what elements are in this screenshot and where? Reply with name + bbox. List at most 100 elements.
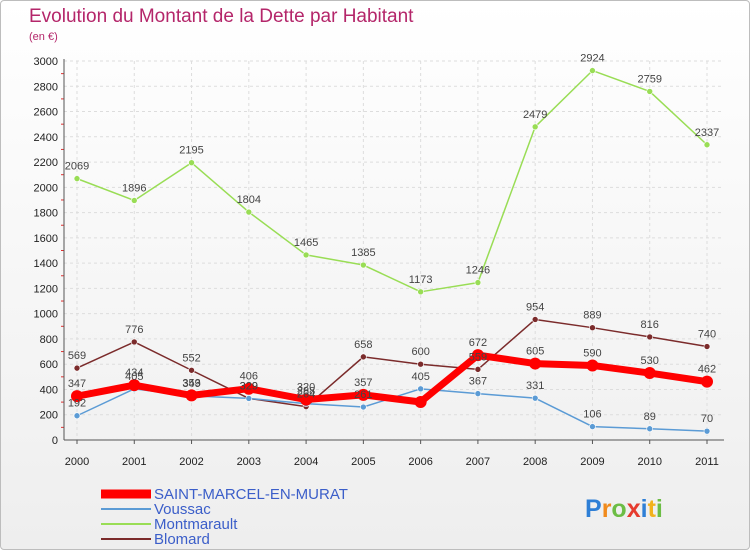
- data-point-montmarault: [417, 288, 424, 296]
- data-point-montmarault: [474, 279, 482, 286]
- data-label-blomard: 954: [526, 301, 544, 313]
- data-point-blomard: [417, 360, 424, 368]
- data-label-voussac: 70: [701, 413, 713, 425]
- y-tick-label: 2600: [34, 107, 58, 119]
- x-tick-label: 2005: [351, 456, 375, 468]
- y-tick-label: 2200: [34, 157, 58, 169]
- data-label-blomard: 816: [641, 319, 659, 331]
- x-tick-label: 2010: [637, 456, 661, 468]
- data-point-voussac: [245, 395, 253, 402]
- x-tick-label: 2009: [580, 456, 604, 468]
- data-point-saint-marcel-en-murat: [185, 389, 198, 402]
- data-point-voussac: [646, 425, 654, 433]
- data-label-saint-marcel-en-murat: 434: [125, 367, 143, 379]
- data-label-montmarault: 1896: [122, 182, 146, 194]
- data-point-saint-marcel-en-murat: [128, 379, 141, 392]
- series-line-blomard: [76, 318, 708, 408]
- data-point-saint-marcel-en-murat: [529, 357, 542, 370]
- data-point-saint-marcel-en-murat: [300, 393, 313, 406]
- legend-label-voussac: Voussac: [154, 501, 211, 518]
- y-tick-label: 1000: [34, 309, 58, 321]
- data-label-saint-marcel-en-murat: 462: [698, 364, 716, 376]
- x-tick-label: 2008: [523, 456, 547, 468]
- data-label-voussac: 405: [411, 371, 429, 383]
- legend-label-montmarault: Montmarault: [154, 516, 238, 533]
- data-point-voussac: [360, 403, 367, 411]
- data-label-voussac: 367: [469, 376, 487, 388]
- series-line-montmarault: [76, 69, 708, 293]
- data-point-montmarault: [188, 159, 195, 166]
- data-labels: 347 434 353 406 320 357 672 605 590 530 462 192 405 3…: [65, 53, 719, 426]
- data-point-voussac: [73, 412, 81, 420]
- data-point-saint-marcel-en-murat: [71, 390, 83, 403]
- data-label-montmarault: 2195: [179, 145, 203, 157]
- y-tick-label: 2400: [34, 132, 58, 144]
- data-label-saint-marcel-en-murat: 406: [240, 371, 258, 383]
- y-tick-label: 2000: [34, 182, 58, 194]
- logo-text: Proxiti: [585, 495, 663, 523]
- data-label-montmarault: 1804: [237, 194, 261, 206]
- data-label-montmarault: 2069: [65, 161, 89, 173]
- data-label-saint-marcel-en-murat: 590: [583, 347, 601, 359]
- x-tick-label: 2003: [237, 456, 261, 468]
- x-tick-label: 2006: [408, 456, 432, 468]
- data-label-blomard: 569: [68, 350, 86, 362]
- data-point-montmarault: [646, 88, 654, 95]
- data-point-montmarault: [703, 141, 711, 149]
- data-label-montmarault: 2337: [695, 127, 719, 139]
- data-point-saint-marcel-en-murat: [357, 388, 370, 401]
- data-label-blomard: 264: [297, 389, 315, 401]
- y-tick-label: 600: [40, 359, 58, 371]
- data-label-blomard: 658: [354, 339, 372, 351]
- data-label-montmarault: 1173: [409, 274, 433, 286]
- data-point-montmarault: [302, 251, 310, 259]
- data-point-saint-marcel-en-murat: [586, 359, 599, 372]
- grid: [64, 60, 724, 441]
- data-label-saint-marcel-en-murat: 605: [526, 346, 544, 358]
- y-tick-label: 1800: [34, 208, 58, 220]
- data-point-voussac: [474, 390, 482, 397]
- data-point-blomard: [531, 316, 539, 323]
- data-point-montmarault: [73, 175, 81, 182]
- data-label-voussac: 192: [68, 398, 86, 410]
- data-label-saint-marcel-en-murat: 320: [297, 382, 315, 394]
- data-point-blomard: [73, 364, 81, 372]
- data-label-voussac: 106: [583, 409, 601, 421]
- x-tick-label: 2011: [695, 456, 719, 468]
- legend-label-saint-marcel-en-murat: SAINT-MARCEL-EN-MURAT: [154, 486, 348, 503]
- data-label-voussac: 405: [125, 371, 143, 383]
- data-label-blomard: 552: [182, 352, 200, 364]
- data-label-voussac: 349: [182, 378, 200, 390]
- data-label-montmarault: 1385: [351, 247, 375, 259]
- y-tick-label: 0: [52, 435, 58, 447]
- data-point-montmarault: [531, 123, 539, 131]
- data-label-blomard: 740: [698, 329, 716, 341]
- data-point-saint-marcel-en-murat: [242, 382, 255, 395]
- data-label-saint-marcel-en-murat: 357: [354, 377, 372, 389]
- y-tick-label: 1200: [34, 283, 58, 295]
- y-tick-label: 2800: [34, 81, 58, 93]
- data-point-montmarault: [589, 67, 596, 74]
- x-tick-label: 2004: [294, 456, 318, 468]
- data-label-saint-marcel-en-murat: 530: [641, 355, 659, 367]
- data-label-saint-marcel-en-murat: 347: [68, 378, 86, 390]
- x-tick-label: 2002: [179, 456, 203, 468]
- data-point-blomard: [130, 338, 138, 346]
- x-tick-label: 2000: [65, 456, 89, 468]
- legend-label-blomard: Blomard: [154, 531, 210, 548]
- data-point-blomard: [360, 353, 367, 361]
- chart-subtitle: (en €): [29, 31, 58, 43]
- y-tick-label: 200: [40, 410, 58, 422]
- x-tick-label: 2001: [122, 456, 146, 468]
- data-label-blomard: 559: [469, 351, 487, 363]
- y-tick-label: 400: [40, 384, 58, 396]
- data-label-saint-marcel-en-murat: 353: [182, 377, 200, 389]
- data-point-montmarault: [245, 208, 253, 216]
- y-tick-label: 1400: [34, 258, 58, 270]
- legend: SAINT-MARCEL-EN-MURATVoussacMontmaraultB…: [101, 486, 348, 548]
- data-point-blomard: [589, 324, 596, 331]
- data-point-saint-marcel-en-murat: [701, 375, 713, 388]
- data-label-voussac: 288: [297, 386, 315, 398]
